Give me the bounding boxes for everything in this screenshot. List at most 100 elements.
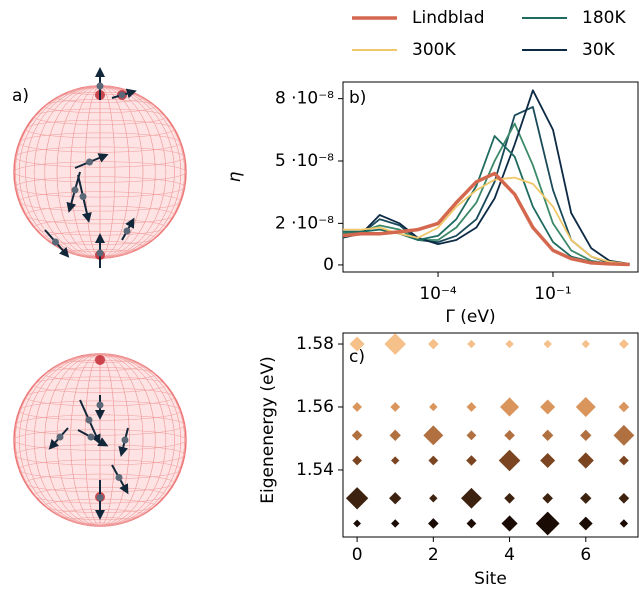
line-series	[343, 176, 630, 265]
diamond-marker	[429, 494, 438, 503]
x-tick-label: 6	[580, 545, 591, 565]
diamond-marker	[349, 336, 365, 352]
y-axis-label: Eigenenergy (eV)	[258, 356, 278, 503]
diamond-marker	[466, 430, 477, 441]
panel-label: c)	[349, 347, 365, 367]
diamond-marker	[540, 399, 556, 415]
panel-label: b)	[349, 88, 366, 108]
sphere-grid	[18, 132, 182, 153]
y-tick-label: 8 ·10⁻⁸	[275, 89, 334, 109]
diamond-marker	[389, 492, 402, 505]
diamond-marker	[505, 339, 514, 349]
diamond-marker	[613, 424, 635, 446]
diamond-marker	[619, 519, 629, 528]
line-series	[343, 171, 630, 267]
x-axis-label: Γ (eV)	[445, 307, 495, 327]
spin-dot	[85, 416, 93, 424]
spin-dot	[87, 433, 95, 441]
panel-label: a)	[12, 86, 29, 106]
diamond-marker	[500, 397, 520, 417]
diamond-marker	[619, 455, 629, 466]
diamond-marker	[352, 455, 362, 466]
spin-dot	[96, 249, 104, 257]
sphere-grid	[44, 367, 156, 382]
spin-dot	[123, 227, 131, 235]
diamond-marker	[542, 429, 554, 441]
diamond-marker	[543, 339, 552, 349]
diamond-marker	[345, 487, 369, 510]
diamond-marker	[618, 401, 630, 413]
bloch-sphere	[13, 67, 187, 268]
y-tick-label: 1.54	[296, 460, 334, 480]
spin-dot	[86, 158, 93, 166]
spin-dot	[71, 186, 79, 194]
sphere-spot	[95, 355, 105, 365]
diamond-marker	[578, 516, 593, 531]
legend-label: Lindblad	[412, 8, 484, 28]
spin-dot	[52, 238, 59, 246]
x-tick-label: 4	[504, 545, 515, 565]
x-tick-label: 10⁻⁴	[419, 284, 457, 304]
diamond-marker	[577, 452, 594, 469]
diamond-marker	[428, 455, 439, 466]
sphere-grid	[33, 376, 167, 393]
sphere-grid	[15, 146, 185, 168]
spin-dot	[79, 193, 87, 200]
diamond-marker	[391, 519, 400, 528]
x-tick-label: 2	[428, 545, 439, 565]
diamond-marker	[618, 492, 630, 504]
spin-dot	[96, 82, 104, 90]
y-tick-label: 1.56	[296, 397, 334, 417]
diamond-marker	[498, 449, 521, 472]
diamond-marker	[429, 402, 438, 412]
legend-label: 30K	[582, 40, 616, 60]
line-series	[343, 89, 630, 265]
diamond-marker	[466, 518, 477, 529]
spin-dot	[118, 91, 126, 99]
spin-dot	[56, 433, 64, 441]
diamond-marker	[423, 425, 444, 446]
legend-label: 180K	[582, 8, 626, 28]
sphere-grid	[18, 459, 182, 480]
diamond-marker	[619, 339, 629, 349]
diamond-marker	[542, 492, 553, 504]
spin-dot	[96, 401, 104, 409]
diamond-marker	[384, 333, 407, 355]
x-tick-label: 10⁻¹	[534, 284, 571, 304]
y-tick-label: 1.58	[296, 334, 334, 354]
sphere-grid	[33, 108, 167, 125]
diamond-marker	[580, 492, 592, 504]
sphere-grid	[15, 353, 185, 527]
diamond-marker	[389, 429, 401, 441]
diamond-marker	[353, 519, 362, 528]
y-tick-label: 2 ·10⁻⁸	[275, 213, 334, 233]
line-series	[343, 122, 630, 266]
bloch-sphere	[13, 353, 187, 527]
diamond-marker	[352, 402, 362, 412]
legend-label: 300K	[412, 40, 456, 60]
x-axis-label: Site	[474, 569, 507, 589]
diamond-marker	[390, 402, 401, 412]
diamond-marker	[351, 430, 363, 441]
diamond-marker	[540, 453, 556, 468]
diamond-marker	[428, 518, 439, 529]
diamond-marker	[581, 339, 590, 349]
spin-dot	[121, 436, 129, 444]
diamond-marker	[466, 455, 477, 466]
diamond-marker	[461, 487, 482, 509]
diamond-marker	[504, 430, 515, 441]
y-tick-label: 5 ·10⁻⁸	[275, 151, 334, 171]
diamond-marker	[535, 511, 560, 536]
diamond-marker	[501, 515, 518, 532]
spin-dot	[96, 494, 104, 501]
spin-dot	[115, 474, 123, 481]
sphere-grid	[15, 176, 185, 198]
diamond-marker	[575, 396, 596, 417]
x-tick-label: 0	[352, 545, 363, 565]
y-axis-label: η	[225, 171, 245, 182]
y-tick-label: 0	[323, 255, 334, 275]
diamond-marker	[504, 492, 515, 504]
plot-frame	[342, 332, 639, 538]
diamond-marker	[391, 456, 400, 465]
